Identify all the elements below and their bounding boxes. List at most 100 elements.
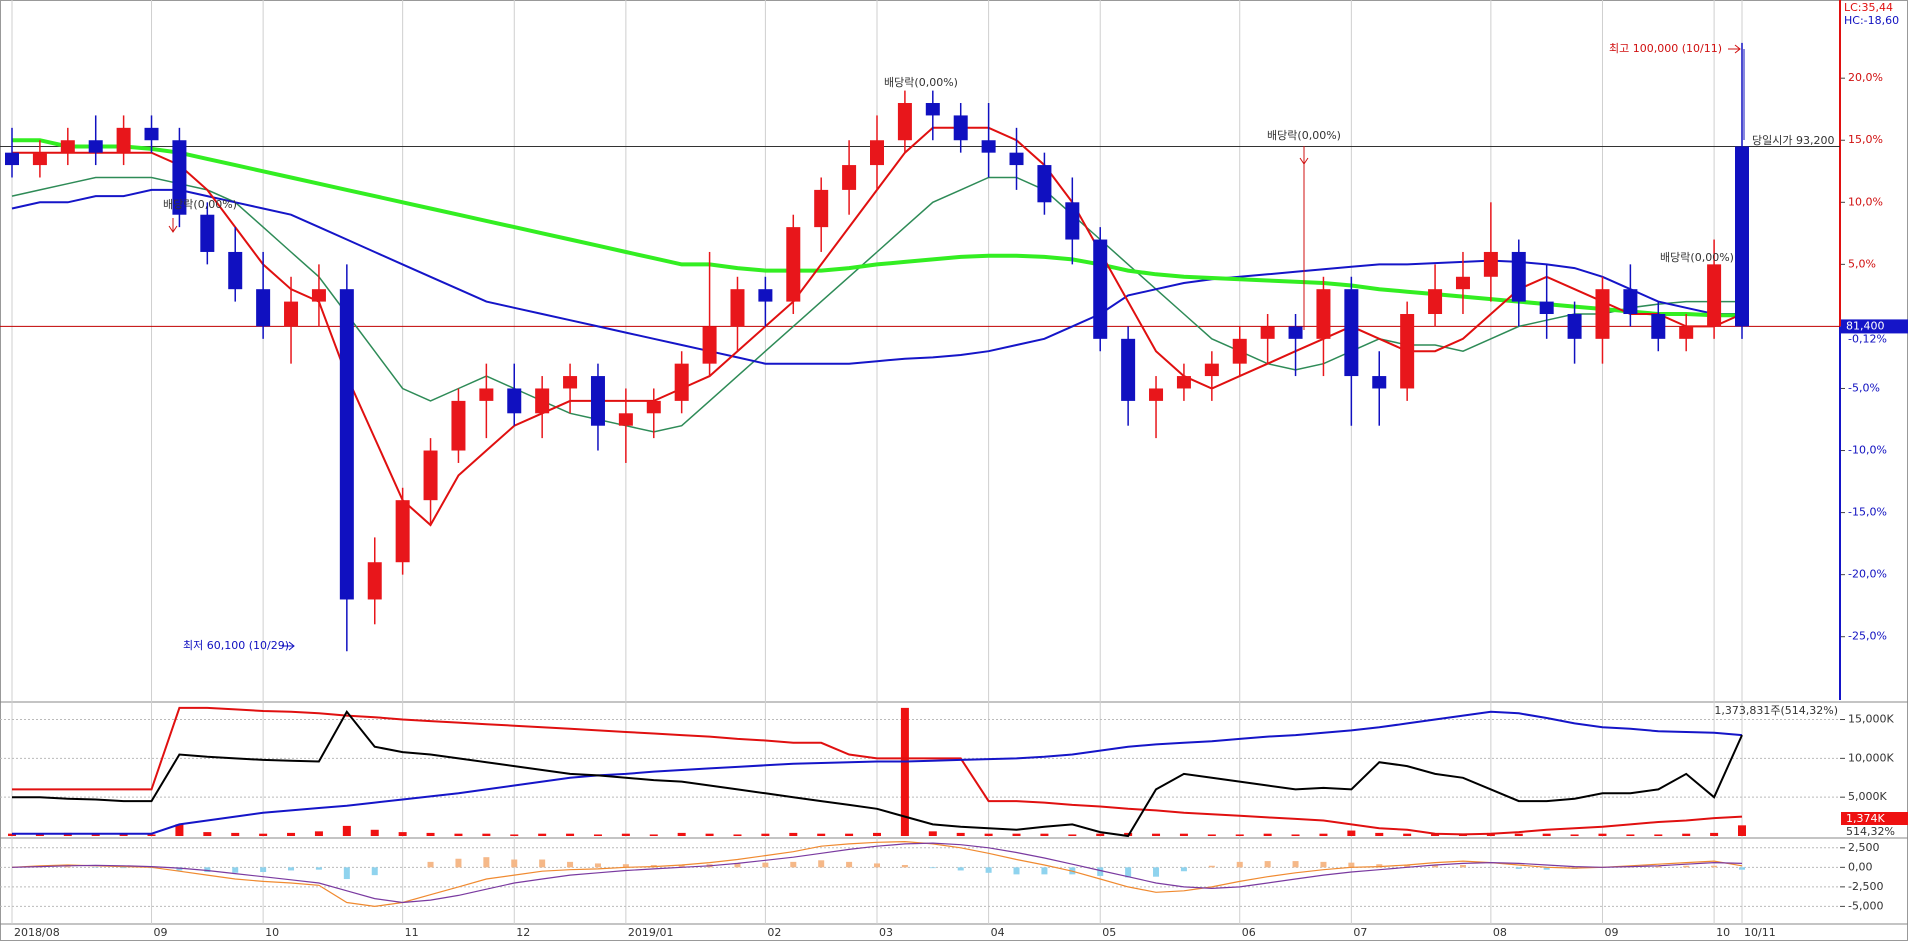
y-tick-label: 15,0% [1848, 133, 1883, 146]
histogram-bar [1515, 867, 1522, 869]
histogram-bar [64, 866, 71, 868]
histogram-bar [1041, 867, 1048, 875]
histogram-bar [594, 863, 601, 868]
volume-bar [1235, 834, 1244, 836]
candle-body [88, 140, 103, 153]
y-tick-label: -5,000 [1848, 899, 1883, 912]
y-tick-label: -25,0% [1848, 630, 1887, 643]
histogram-bar [846, 861, 853, 868]
y-tick-label: -2,500 [1848, 880, 1883, 893]
candle-body [674, 363, 689, 401]
y-tick-label: -15,0% [1848, 506, 1887, 519]
candle-body [1400, 314, 1415, 389]
annotation: 최저 60,100 (10/29) [183, 639, 289, 652]
volume-bar [789, 832, 798, 836]
candle-body [367, 562, 382, 600]
volume-bar [593, 834, 602, 836]
volume-bar [1598, 833, 1607, 836]
candle-body [590, 376, 605, 426]
volume-label: 514,32% [1846, 825, 1895, 838]
histogram-bar [232, 867, 239, 873]
ma-line [11, 176, 1742, 433]
candle-body [1176, 376, 1191, 389]
volume-bar [370, 829, 379, 836]
y-tick-label: -10,0% [1848, 444, 1887, 457]
candle-body [1595, 289, 1610, 339]
y-tick-label: 20,0% [1848, 71, 1883, 84]
volume-bar [733, 834, 742, 836]
volume-bar [928, 831, 937, 836]
candle-body [1567, 314, 1582, 339]
volume-bar [621, 833, 630, 836]
histogram-bar [204, 867, 211, 873]
histogram-bar [1683, 865, 1690, 868]
candle-body [32, 152, 47, 166]
candle-body [1065, 202, 1080, 240]
volume-bar [1403, 833, 1412, 836]
volume-bar [1682, 833, 1691, 836]
histogram-bar [1543, 867, 1550, 870]
volume-bar [984, 833, 993, 836]
candle-body [563, 376, 578, 389]
candle-body [1260, 326, 1275, 339]
histogram-bar [1432, 864, 1439, 868]
candle-body [311, 289, 326, 302]
volume-bar [1012, 833, 1021, 836]
candle-body [116, 127, 131, 153]
volume-bar [314, 831, 323, 836]
x-tick-label: 02 [767, 926, 781, 939]
volume-bar [1040, 833, 1049, 836]
arrow [1299, 146, 1309, 330]
candle-body [479, 388, 494, 401]
volume-bar [1514, 833, 1523, 836]
candle-body [60, 140, 75, 153]
histogram-bar [1739, 867, 1745, 870]
candle-body [897, 103, 912, 141]
candle-body [1372, 376, 1387, 389]
candle-body [702, 326, 717, 364]
volume-bar [1431, 833, 1440, 836]
y-tick-label: -5,0% [1848, 381, 1880, 394]
candle-body [1707, 264, 1722, 327]
histogram-bar [1655, 865, 1662, 868]
annotation: 배당락(0,00%) [1267, 129, 1341, 142]
candle-body [1455, 276, 1470, 290]
volume-bar [1179, 833, 1188, 836]
histogram-bar [1208, 865, 1215, 868]
volume-bar [342, 825, 351, 836]
x-tick-label: 12 [516, 926, 530, 939]
volume-bar [677, 832, 686, 836]
histogram-bar [567, 861, 574, 868]
x-tick-label: 05 [1102, 926, 1116, 939]
histogram-bar [483, 857, 490, 868]
volume-bar [1319, 833, 1328, 836]
volume-bar [1570, 834, 1579, 836]
histogram-bar [818, 860, 825, 868]
candle-body [1037, 165, 1052, 203]
histogram-bar [1013, 867, 1020, 875]
annotation: 배당락(0,00%) [163, 198, 237, 211]
candle-body [1651, 314, 1666, 339]
candle-body [1121, 338, 1136, 401]
candle-body [925, 103, 940, 116]
candle-body [144, 127, 159, 141]
candle-body [451, 400, 466, 451]
histogram-bar [455, 858, 462, 868]
corner-label: LC:35,44 [1844, 1, 1893, 14]
volume-bar [873, 832, 881, 836]
volume-bar [287, 832, 296, 836]
volume-bar [203, 832, 212, 836]
x-tick-label: 07 [1353, 926, 1367, 939]
y-tick-label: 5,000K [1848, 790, 1887, 803]
histogram-bar [1711, 865, 1718, 868]
histogram-bar [315, 867, 322, 870]
x-tick-label: 08 [1493, 926, 1507, 939]
candle-body [786, 227, 801, 302]
candle-body [646, 400, 661, 414]
candle-body [758, 289, 773, 302]
histogram-bar [371, 867, 378, 876]
candle-body [618, 413, 633, 426]
ma-line [11, 842, 1743, 904]
volume-box [1841, 812, 1908, 825]
